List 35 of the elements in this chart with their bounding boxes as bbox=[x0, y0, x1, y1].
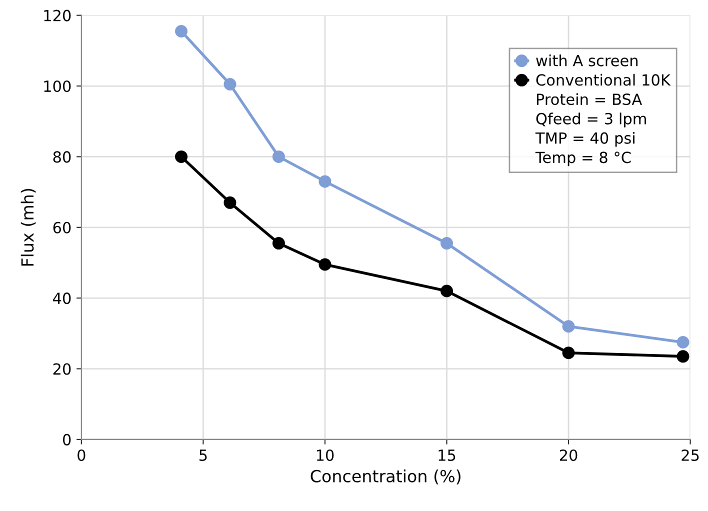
y-tick-label: 120 bbox=[44, 10, 71, 22]
x-tick-label: 20 bbox=[560, 449, 578, 462]
point bbox=[562, 346, 575, 360]
point bbox=[318, 175, 332, 188]
annotation: Qfeed = 3 lpm bbox=[536, 112, 646, 128]
y-tick-label: 80 bbox=[53, 151, 71, 163]
point bbox=[562, 320, 575, 333]
legend-label: with A screen bbox=[536, 54, 638, 66]
x-tick-label: 0 bbox=[78, 449, 86, 462]
annotation: Temp = 8 °C bbox=[535, 152, 631, 166]
y-tick-label: 20 bbox=[53, 363, 71, 375]
point bbox=[224, 78, 236, 90]
point bbox=[318, 258, 332, 271]
point bbox=[224, 196, 236, 209]
annotation: TMP = 40 psi bbox=[535, 132, 634, 147]
point bbox=[175, 150, 188, 163]
point bbox=[175, 24, 188, 38]
point bbox=[676, 350, 690, 363]
point bbox=[272, 237, 285, 250]
y-tick-label: 60 bbox=[53, 222, 71, 234]
point bbox=[440, 284, 453, 298]
annotation: Protein = BSA bbox=[536, 93, 642, 106]
y-axis-title: Flux (mh) bbox=[20, 188, 36, 266]
point bbox=[272, 150, 285, 163]
x-tick-label: 10 bbox=[316, 449, 334, 462]
point bbox=[676, 336, 690, 349]
y-tick-label: 40 bbox=[53, 292, 71, 304]
legend-label: Conventional 10K bbox=[536, 74, 671, 86]
x-tick-label: 25 bbox=[682, 449, 699, 462]
x-tick-label: 5 bbox=[200, 450, 207, 462]
x-tick-label: 15 bbox=[438, 450, 456, 462]
x-axis-title: Concentration (%) bbox=[310, 470, 460, 484]
y-tick-label: 0 bbox=[62, 434, 71, 446]
point bbox=[440, 237, 453, 250]
y-tick-label: 100 bbox=[44, 80, 71, 92]
